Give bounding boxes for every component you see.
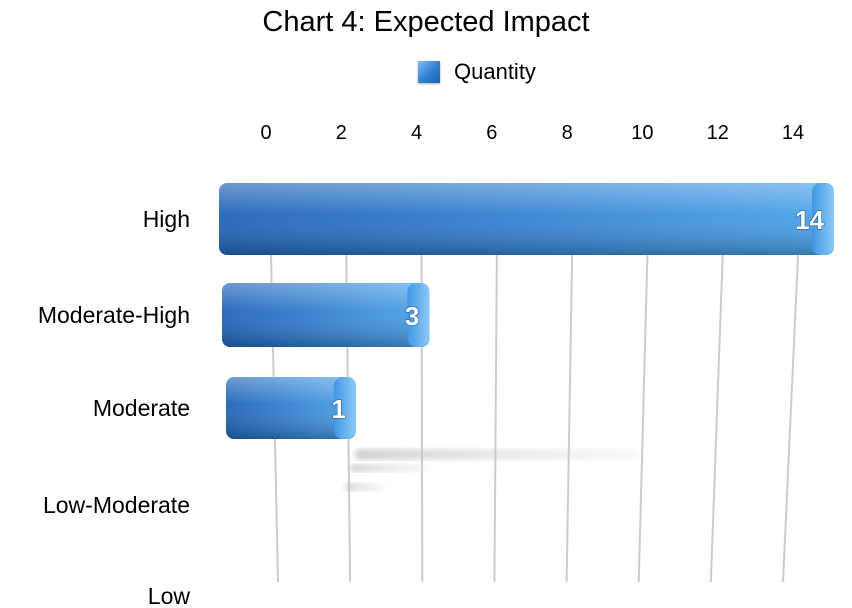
- x-tick-label: 4: [411, 122, 422, 144]
- category-label: Low-Moderate: [43, 492, 190, 518]
- x-tick-label: 12: [707, 122, 729, 144]
- legend-label-quantity: Quantity: [454, 59, 536, 84]
- legend: Quantity: [418, 58, 536, 86]
- gridline: [565, 254, 574, 583]
- gridline: [709, 254, 724, 583]
- category-label: Moderate: [93, 395, 190, 421]
- bar-reflection: [355, 449, 640, 460]
- gridline: [782, 254, 799, 583]
- bar-end-cap: [333, 377, 356, 439]
- bar-shine: [222, 283, 430, 347]
- category-label: Moderate-High: [38, 302, 190, 328]
- x-tick-label: 10: [631, 122, 653, 144]
- category-label: High: [143, 206, 190, 232]
- chart-title: Chart 4: Expected Impact: [262, 6, 590, 38]
- data-label: 14: [795, 205, 824, 235]
- x-tick-label: 8: [562, 122, 573, 144]
- x-tick-label: 6: [486, 122, 497, 144]
- x-tick-label: 14: [782, 122, 804, 144]
- legend-swatch-quantity: [418, 61, 440, 83]
- bar-shine: [219, 183, 834, 255]
- bar-high: 14: [219, 183, 834, 255]
- category-label: Low: [148, 583, 191, 608]
- bar-end-cap: [812, 183, 834, 255]
- bar-moderate-high: 3: [222, 283, 430, 347]
- bar-end-cap: [407, 283, 430, 347]
- data-label: 1: [331, 394, 345, 424]
- bar-reflection: [350, 464, 430, 472]
- x-tick-label: 0: [260, 122, 271, 144]
- data-label: 3: [405, 301, 419, 331]
- x-tick-label: 2: [336, 122, 347, 144]
- gridline: [637, 254, 649, 583]
- bar-shine: [226, 377, 356, 439]
- bar-reflection: [345, 483, 385, 491]
- gridline: [493, 254, 498, 583]
- bar-moderate: 1: [226, 377, 356, 439]
